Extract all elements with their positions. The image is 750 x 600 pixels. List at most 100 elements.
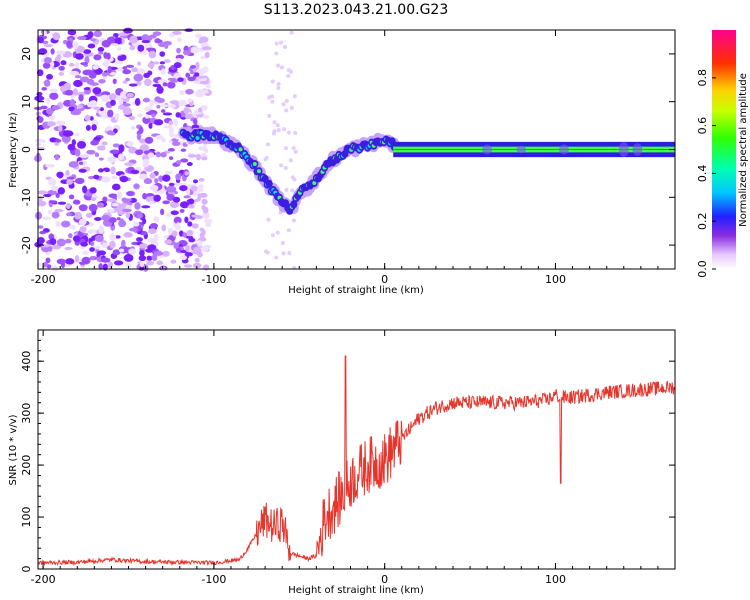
- spectrogram-noise-blob: [292, 218, 297, 223]
- spectrogram-noise-blob: [168, 126, 174, 135]
- snr-frame: [37, 329, 676, 570]
- spectrogram-noise-blob: [167, 227, 173, 235]
- spectrogram-noise-blob: [105, 125, 113, 132]
- snr-xlabel: Height of straight line (km): [288, 585, 424, 596]
- spectrogram-noise-blob: [85, 124, 91, 131]
- spectrogram-noise-blob: [202, 211, 210, 220]
- spectrogram-noise-blob: [159, 61, 165, 65]
- spectrogram-noise-blob: [169, 100, 180, 104]
- spectrogram-noise-blob: [142, 158, 150, 166]
- snr-xtick-label: 0: [381, 573, 388, 586]
- spectrogram-noise-blob: [179, 255, 188, 261]
- spectrogram-noise-blob: [51, 244, 61, 250]
- spectrogram-noise-blob: [173, 72, 182, 79]
- spectrogram-noise-blob: [84, 56, 90, 65]
- spectrogram-noise-blob: [136, 68, 146, 75]
- spectrogram-noise-blob: [78, 218, 87, 226]
- spectrogram-noise-blob: [288, 158, 293, 163]
- spectrogram-noise-blob: [60, 85, 66, 93]
- spectrogram-noise-blob: [58, 124, 63, 132]
- trace-peak: [252, 161, 257, 166]
- spectrogram-noise-blob: [98, 168, 104, 173]
- spectrogram-noise-blob: [113, 260, 124, 266]
- spectrogram-noise-blob: [287, 251, 292, 256]
- spectrogram-noise-blob: [121, 239, 126, 248]
- spectrogram-noise-blob: [156, 104, 161, 109]
- spectrogram-noise-blob: [155, 135, 164, 140]
- spectrogram-noise-blob: [198, 192, 208, 198]
- spectrogram-noise-blob: [161, 137, 166, 143]
- spectrogram-noise-blob: [117, 104, 126, 110]
- spectrogram-noise-blob: [168, 156, 174, 161]
- spectrogram-noise-blob: [52, 265, 59, 272]
- spectrogram-noise-blob: [291, 145, 296, 150]
- spectrogram-noise-blob: [55, 220, 61, 227]
- spectrogram-noise-blob: [58, 65, 65, 71]
- spectrogram-noise-blob: [46, 108, 54, 115]
- spectrogram-noise-blob: [131, 67, 139, 73]
- spectrogram-noise-blob: [279, 65, 284, 70]
- spectrogram-noise-blob: [192, 118, 198, 125]
- spectrogram-noise-blob: [47, 115, 56, 121]
- snr-series-line: [37, 355, 676, 567]
- spectrogram-noise-blob: [160, 151, 167, 158]
- spectrogram-xtick-label: -200: [31, 273, 56, 286]
- spectrogram-noise-blob: [136, 213, 143, 219]
- colorbar-label: Normalized spectral amplitude: [738, 73, 749, 227]
- spectrogram-noise-blob: [102, 196, 108, 203]
- spectrogram-noise-blob: [56, 238, 66, 247]
- spectrogram-noise-blob: [175, 112, 181, 118]
- spectrogram-noise-blob: [196, 75, 206, 79]
- spectrogram-noise-blob: [180, 148, 187, 152]
- spectrogram-noise-blob: [160, 109, 166, 113]
- spectrogram-noise-blob: [117, 67, 123, 72]
- spectrogram-ytick-label: 0: [20, 146, 33, 153]
- spectrogram-noise-blob: [118, 144, 125, 153]
- spectrogram-noise-blob: [108, 209, 115, 213]
- spectrogram-noise-blob: [123, 232, 133, 238]
- spectrogram-noise-blob: [199, 227, 205, 232]
- spectrogram-noise-blob: [175, 160, 182, 165]
- spectrogram-ytick-label: 20: [20, 47, 33, 61]
- spectrogram-noise-blob: [94, 234, 104, 243]
- spectrogram-noise-blob: [190, 185, 198, 192]
- spectrogram-noise-blob: [34, 95, 45, 102]
- spectrogram-noise-blob: [205, 84, 211, 89]
- spectrogram-noise-blob: [90, 38, 97, 42]
- spectrogram-noise-blob: [270, 233, 275, 238]
- spectrogram-noise-blob: [109, 149, 120, 154]
- spectrogram-noise-blob: [82, 185, 88, 194]
- spectrogram-noise-blob: [86, 149, 96, 155]
- spectrogram-noise-blob: [74, 132, 80, 137]
- spectrogram-noise-blob: [98, 225, 104, 234]
- trace-peak: [195, 135, 200, 140]
- spectrogram-noise-blob: [37, 37, 44, 44]
- spectrogram-noise-blob: [48, 200, 58, 204]
- spectrogram-noise-blob: [48, 178, 57, 186]
- spectrogram-noise-blob: [184, 264, 193, 268]
- spectrogram-noise-blob: [46, 73, 54, 80]
- spectrogram-noise-blob: [147, 152, 155, 159]
- spectrogram-noise-blob: [100, 257, 111, 263]
- spectrogram-noise-blob: [138, 126, 144, 135]
- spectrogram-ytick-label: -10: [20, 188, 33, 206]
- spectrogram-noise-blob: [123, 253, 134, 262]
- spectrogram-noise-blob: [166, 185, 177, 193]
- spectrogram-noise-blob: [148, 122, 153, 129]
- spectrogram-noise-blob: [169, 201, 179, 209]
- trace-blob: [482, 144, 493, 155]
- colorbar-gradient: [712, 30, 736, 269]
- spectrogram-noise-blob: [110, 43, 119, 47]
- spectrogram-noise-blob: [107, 65, 112, 74]
- spectrogram-noise-blob: [126, 191, 135, 197]
- spectrogram-noise-blob: [132, 221, 140, 227]
- spectrogram-noise-blob: [94, 216, 102, 221]
- spectrogram-noise-blob: [265, 250, 270, 255]
- spectrogram-noise-blob: [76, 35, 87, 41]
- spectrogram-noise-blob: [149, 223, 158, 229]
- spectrogram-noise-blob: [79, 154, 90, 158]
- spectrogram-noise-blob: [198, 177, 205, 182]
- spectrogram-noise-blob: [187, 98, 193, 103]
- spectrogram-noise-blob: [137, 44, 145, 52]
